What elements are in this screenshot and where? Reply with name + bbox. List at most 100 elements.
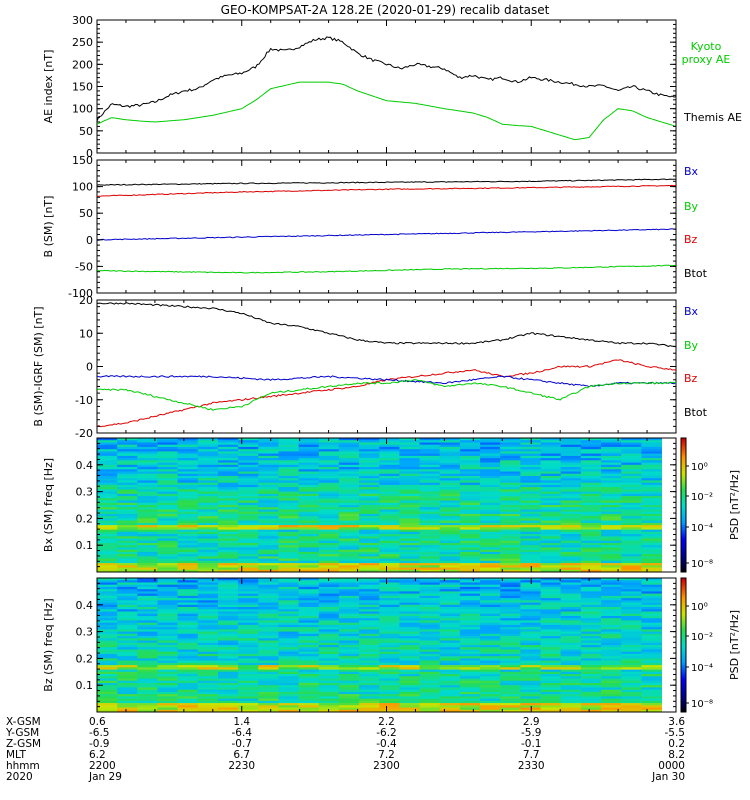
heat-cell: [258, 487, 279, 490]
heat-cell: [540, 509, 562, 513]
heat-cell: [117, 586, 138, 590]
heat-cell: [520, 502, 541, 506]
heat-cell: [480, 498, 501, 501]
heat-cell: [621, 482, 642, 486]
panel-3-colorbar-cell: [681, 549, 686, 553]
heat-cell: [359, 703, 380, 706]
heat-cell: [117, 591, 138, 594]
heat-cell: [318, 453, 340, 457]
heat-cell: [560, 709, 582, 713]
heat-cell: [137, 478, 158, 481]
heat-cell: [480, 449, 501, 452]
heat-cell: [218, 593, 239, 597]
heat-cell: [520, 600, 541, 603]
heat-cell: [318, 707, 340, 711]
heat-cell: [379, 604, 400, 608]
heat-cell: [238, 507, 259, 510]
heat-cell: [137, 680, 158, 684]
heat-cell: [97, 691, 118, 695]
heat-cell: [480, 484, 501, 488]
heat-cell: [238, 520, 259, 524]
heat-cell: [520, 653, 541, 657]
heat-cell: [500, 647, 521, 650]
heat-cell: [137, 609, 158, 612]
heat-cell: [540, 549, 562, 553]
heat-cell: [338, 618, 360, 621]
heat-cell: [117, 631, 138, 635]
heat-cell: [117, 636, 138, 639]
heat-cell: [258, 464, 279, 468]
heat-cell: [298, 538, 320, 542]
heat-cell: [137, 534, 158, 537]
heat-cell: [459, 656, 481, 659]
heat-cell: [117, 471, 138, 475]
heat-cell: [419, 556, 441, 559]
heat-cell: [258, 560, 279, 564]
heat-cell: [238, 449, 259, 452]
heat-cell: [298, 691, 320, 695]
heat-cell: [157, 531, 179, 535]
heat-cell: [177, 662, 199, 666]
heat-cell: [117, 560, 138, 564]
heat-cell: [258, 478, 279, 481]
heat-cell: [641, 629, 662, 632]
heat-cell: [197, 611, 219, 615]
heat-cell: [318, 469, 340, 472]
heat-cell: [399, 616, 420, 619]
heat-cell: [137, 489, 158, 492]
heat-cell: [379, 531, 400, 535]
heat-cell: [439, 613, 461, 617]
heat-cell: [338, 558, 360, 562]
heat-cell: [580, 584, 602, 588]
heat-cell: [218, 627, 239, 630]
heat-cell: [480, 547, 501, 550]
heat-cell: [298, 700, 320, 704]
heat-cell: [439, 620, 461, 623]
heat-cell: [560, 476, 582, 479]
heat-cell: [157, 689, 179, 693]
heat-cell: [238, 595, 259, 599]
heat-cell: [480, 591, 501, 594]
heat-cell: [641, 489, 662, 492]
heat-cell: [580, 482, 602, 486]
panel-4-colorbar-cell: [681, 631, 686, 635]
heat-cell: [379, 676, 400, 679]
heat-cell: [97, 602, 118, 606]
heat-cell: [520, 540, 541, 544]
heat-cell: [197, 680, 219, 684]
heat-cell: [601, 593, 622, 597]
heat-cell: [238, 609, 259, 612]
heat-cell: [278, 593, 300, 597]
heat-cell: [238, 613, 259, 617]
heat-cell: [439, 551, 461, 555]
heat-cell: [379, 471, 400, 475]
heat-cell: [459, 683, 481, 686]
heat-cell: [218, 674, 239, 677]
heat-cell: [520, 633, 541, 637]
heat-cell: [621, 545, 642, 548]
heat-cell: [137, 482, 158, 486]
heat-cell: [480, 620, 501, 623]
heat-cell: [459, 609, 481, 612]
heat-cell: [318, 464, 340, 468]
heat-cell: [459, 556, 481, 559]
heat-cell: [540, 660, 562, 664]
heat-cell: [480, 538, 501, 542]
heat-cell: [338, 444, 360, 448]
heat-cell: [338, 491, 360, 495]
heat-cell: [318, 455, 340, 459]
panel-4-colorbar-cell: [681, 700, 686, 704]
heat-cell: [218, 658, 239, 661]
heat-cell: [520, 449, 541, 452]
heat-cell: [580, 511, 602, 515]
heat-cell: [218, 685, 239, 688]
heat-cell: [117, 662, 138, 666]
heat-cell: [500, 629, 521, 632]
heat-cell: [177, 687, 199, 690]
heat-cell: [359, 694, 380, 697]
heat-cell: [601, 462, 622, 466]
heat-cell: [641, 545, 662, 548]
heat-cell: [439, 469, 461, 472]
heat-cell: [601, 694, 622, 697]
heat-cell: [641, 700, 662, 704]
